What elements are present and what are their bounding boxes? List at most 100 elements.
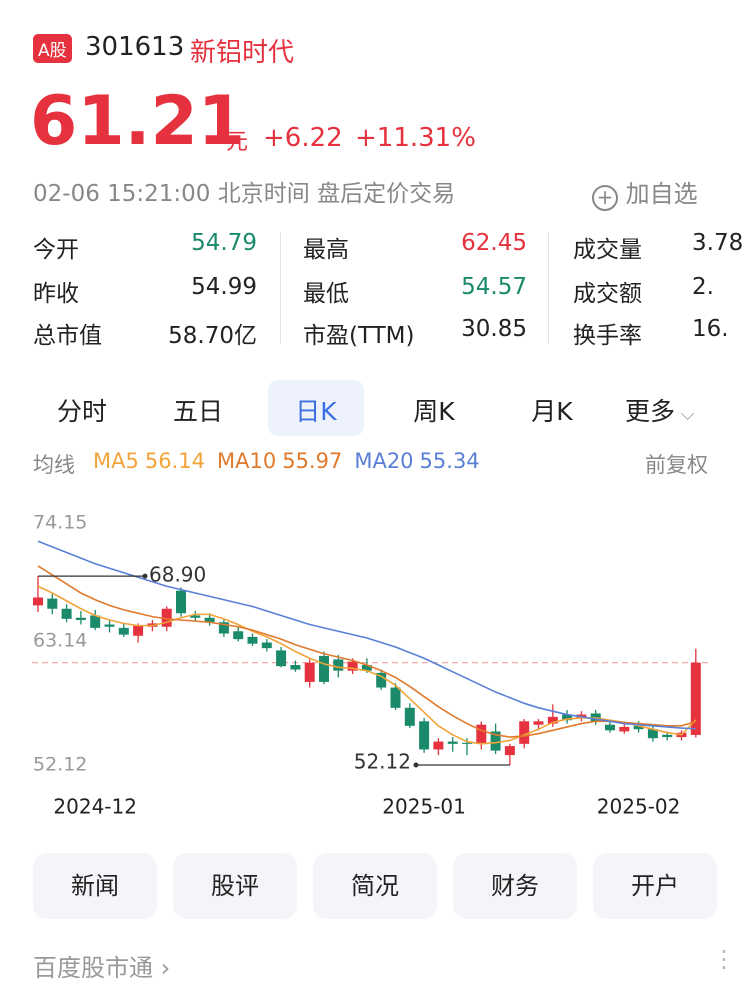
chevron: ⌵ <box>675 404 695 425</box>
tab[interactable]: 五日 <box>172 397 224 426</box>
candle-body <box>376 672 387 688</box>
candle-body <box>290 665 301 670</box>
time: 02-06 15:21:00 <box>33 181 211 207</box>
candle-body <box>633 725 644 730</box>
y-tick-label: 74.15 <box>33 512 87 534</box>
candle-body <box>118 627 129 635</box>
stat-value: 54.57 <box>461 274 527 300</box>
candle-body <box>562 714 573 721</box>
stat-label: 换手率 <box>573 323 642 349</box>
stat-value: 54.99 <box>191 274 257 300</box>
low-label: 52.12 <box>354 750 411 774</box>
stock-name: 新铝时代 <box>190 38 295 68</box>
price: 61.21 <box>30 82 246 161</box>
candle-body <box>504 746 515 756</box>
stat-label: 市盈(TTM) <box>303 323 415 349</box>
stat-value: 3.78 <box>692 230 744 256</box>
stat-label: 最高 <box>303 237 349 263</box>
change: +6.22 <box>263 123 343 153</box>
candle-body <box>261 642 272 649</box>
stat-label: 成交量 <box>573 237 642 263</box>
tab[interactable]: 月K <box>531 397 573 426</box>
candle-body <box>419 721 430 750</box>
candle-body <box>47 598 58 609</box>
high-dot <box>142 573 148 579</box>
candle-body <box>519 721 530 744</box>
ma-line <box>37 540 696 730</box>
legend-title: 均线 <box>33 453 75 477</box>
y-tick-label: 63.14 <box>33 629 87 651</box>
candle-body <box>233 631 244 640</box>
candle-body <box>204 617 215 623</box>
candle-body <box>433 741 444 750</box>
stat-label: 昨收 <box>33 281 79 307</box>
legend-value: 55.34 <box>419 449 480 473</box>
nav-button[interactable]: 财务 <box>453 853 577 919</box>
watch-button[interactable]: + 加自选 <box>592 174 698 211</box>
tab[interactable]: 分时 <box>56 397 108 426</box>
candle-body <box>662 734 673 738</box>
stat-value: 30.85 <box>461 316 527 342</box>
candle-body <box>462 742 472 744</box>
candle-body <box>361 665 372 671</box>
candle-body <box>75 617 86 621</box>
footer-label: 百度股市通 <box>33 954 153 982</box>
change-pct: +11.31% <box>355 123 476 153</box>
price-unit: 元 <box>226 130 249 155</box>
nav-button[interactable]: 新闻 <box>33 853 157 919</box>
divider <box>280 232 281 344</box>
x-tick-label: 2025-02 <box>597 795 681 819</box>
session: 盘后定价交易 <box>317 181 456 207</box>
chart: 74.15 63.14 52.12 2024-12 2025-01 2025-02 68.9… <box>32 512 712 819</box>
nav-button[interactable]: 股评 <box>173 853 297 919</box>
ma-line <box>37 565 697 738</box>
candle-body <box>619 726 630 732</box>
tab[interactable]: 更多 ⌵ <box>625 397 695 426</box>
tab[interactable]: 日K <box>295 397 337 426</box>
candle-body <box>647 729 658 739</box>
legend-name: MA20 <box>354 449 414 473</box>
stat-label: 总市值 <box>33 323 102 349</box>
x-tick-label: 2024-12 <box>53 795 137 819</box>
stat-value: 2. <box>692 274 714 300</box>
candle-body <box>690 662 701 735</box>
y-tick-label: 52.12 <box>33 754 87 776</box>
watch-label: 加自选 <box>625 180 698 208</box>
nav-button[interactable]: 开户 <box>593 853 717 919</box>
candle-body <box>176 590 186 614</box>
adjust: 前复权 <box>645 453 708 477</box>
legend-value: 56.14 <box>144 449 205 473</box>
candle-body <box>533 721 544 725</box>
high-label: 68.90 <box>149 563 206 587</box>
candle-body <box>304 662 315 682</box>
nav-button[interactable]: 简况 <box>313 853 437 919</box>
legend-value: 55.97 <box>282 449 343 473</box>
candle-body <box>247 636 258 644</box>
legend-name: MA10 <box>216 449 277 473</box>
candle-body <box>605 724 615 731</box>
candle-body <box>319 656 329 682</box>
market-badge: A股 <box>33 34 72 63</box>
candle-body <box>276 650 287 667</box>
stat-value: 62.45 <box>461 230 527 256</box>
divider <box>548 232 549 344</box>
candle-body <box>476 724 487 744</box>
stat-value: 58.70亿 <box>168 323 257 349</box>
candle-body <box>447 741 458 744</box>
x-tick-label: 2025-01 <box>382 795 466 819</box>
candle-body <box>104 624 115 627</box>
candle-body <box>390 687 401 708</box>
tab[interactable]: 周K <box>413 397 455 426</box>
legend-name: MA5 <box>93 449 139 473</box>
stat-label: 今开 <box>33 237 79 263</box>
quote-time: 02-06 15:21:00 北京时间 盘后定价交易 <box>33 174 455 208</box>
candle-body <box>33 597 43 606</box>
candle-body <box>133 625 144 636</box>
stat-label: 成交额 <box>573 281 642 307</box>
candle-body <box>90 615 101 628</box>
candle-body <box>347 661 358 671</box>
candle-body <box>547 716 558 724</box>
more-menu[interactable]: ⋮ <box>712 945 736 973</box>
footer[interactable]: 百度股市通 › <box>33 954 171 982</box>
